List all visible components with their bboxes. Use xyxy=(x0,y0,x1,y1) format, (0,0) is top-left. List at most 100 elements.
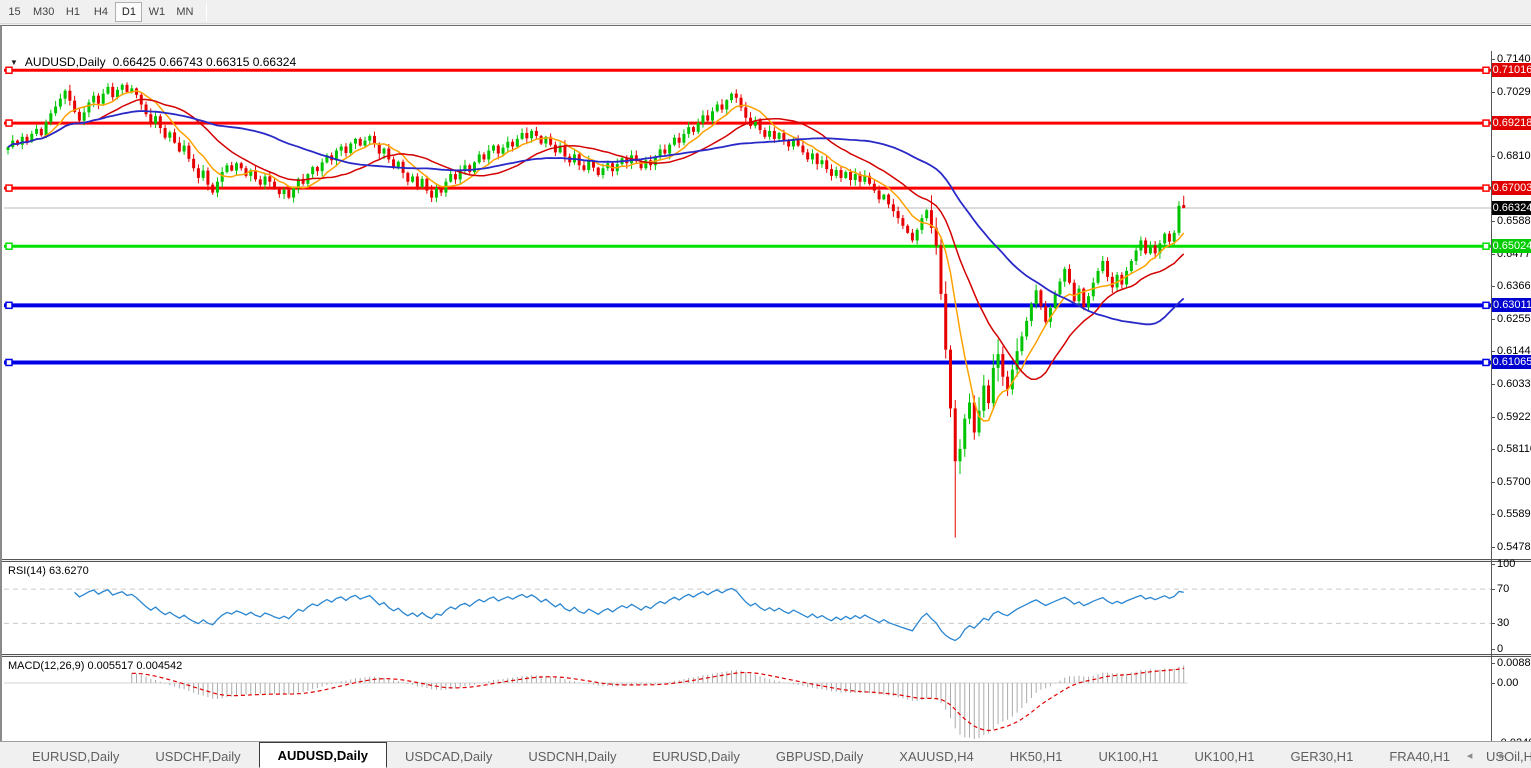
chart-tab-gbpusd-daily[interactable]: GBPUSD,Daily xyxy=(775,748,864,764)
candle-body xyxy=(558,145,562,153)
candle-body xyxy=(173,132,177,143)
candle-body xyxy=(777,132,781,139)
panel-splitter[interactable] xyxy=(2,654,1531,657)
candle-body xyxy=(915,229,919,241)
candle-body xyxy=(434,188,438,198)
candle-body xyxy=(211,184,215,193)
chart-window: ▼ AUDUSD,Daily 0.66425 0.66743 0.66315 0… xyxy=(0,25,1531,760)
candle-body xyxy=(1025,320,1029,337)
chart-title: ▼ AUDUSD,Daily 0.66425 0.66743 0.66315 0… xyxy=(10,55,296,69)
candle-body xyxy=(168,132,172,138)
price-chart-canvas[interactable] xyxy=(4,51,1491,559)
candle-body xyxy=(806,152,810,160)
candle-body xyxy=(492,145,496,151)
timeframe-button-m30[interactable]: M30 xyxy=(33,5,55,18)
candle-body xyxy=(220,172,224,182)
candle-body xyxy=(254,169,258,180)
candle-body xyxy=(35,128,39,134)
tab-scroll-arrows[interactable]: ◂ ▸ xyxy=(1466,750,1517,762)
candle-body xyxy=(677,137,681,143)
chart-tab-uk100-h1[interactable]: UK100,H1 xyxy=(1098,748,1159,764)
macd-indicator-canvas[interactable] xyxy=(4,657,1491,744)
candle-body xyxy=(587,161,591,170)
candle-body xyxy=(687,127,691,134)
chart-tab-uk100-h1[interactable]: UK100,H1 xyxy=(1194,748,1255,764)
candle-body xyxy=(82,112,86,121)
candle-body xyxy=(344,146,348,153)
ma-20-line xyxy=(7,98,1185,381)
timeframe-button-15[interactable]: 15 xyxy=(8,5,21,18)
candle-body xyxy=(49,113,53,123)
candle-body xyxy=(87,102,91,113)
level-handle xyxy=(5,184,13,192)
candle-body xyxy=(787,140,791,147)
price-axis-tick xyxy=(1491,221,1495,223)
candle-body xyxy=(663,149,667,154)
price-axis-tick xyxy=(1491,351,1495,353)
chart-tab-ger30-h1[interactable]: GER30,H1 xyxy=(1290,748,1354,764)
rsi-indicator-canvas[interactable] xyxy=(4,562,1491,654)
candle-body xyxy=(463,165,467,170)
timeframe-button-w1[interactable]: W1 xyxy=(148,5,166,18)
candle-body xyxy=(906,225,910,233)
chart-tab-eurusd-daily[interactable]: EURUSD,Daily xyxy=(32,748,120,764)
rsi-axis-tick xyxy=(1491,623,1495,625)
chart-tab-fra40-h1[interactable]: FRA40,H1 xyxy=(1389,748,1451,764)
panel-splitter[interactable] xyxy=(2,559,1531,562)
level-handle xyxy=(5,119,13,127)
timeframe-button-mn[interactable]: MN xyxy=(176,5,194,18)
chart-tab-xauusd-h4[interactable]: XAUUSD,H4 xyxy=(899,748,974,764)
timeframe-button-h4[interactable]: H4 xyxy=(93,5,108,18)
chart-tab-usoil-h1[interactable]: USOil,H1 xyxy=(1486,748,1531,764)
candle-body xyxy=(1182,205,1186,209)
collapse-arrow-icon[interactable]: ▼ xyxy=(10,57,18,67)
chart-tab-eurusd-daily[interactable]: EURUSD,Daily xyxy=(652,748,740,764)
candle-body xyxy=(282,189,286,195)
candle-body xyxy=(225,165,229,173)
candle-body xyxy=(753,120,757,126)
candle-body xyxy=(730,93,734,101)
level-handle xyxy=(5,301,13,310)
candle-body xyxy=(953,408,957,462)
macd-axis-tick xyxy=(1491,663,1495,664)
candle-body xyxy=(1015,351,1019,370)
candle-body xyxy=(901,218,905,226)
candle-body xyxy=(415,176,419,187)
candle-body xyxy=(101,93,105,104)
candle-body xyxy=(144,104,148,115)
chart-tab-hk50-h1[interactable]: HK50,H1 xyxy=(1009,748,1063,764)
chart-tab-usdcnh-daily[interactable]: USDCNH,Daily xyxy=(528,748,617,764)
timeframe-button-h1[interactable]: H1 xyxy=(65,5,80,18)
chart-tab-audusd-daily[interactable]: AUDUSD,Daily xyxy=(258,742,387,768)
candle-body xyxy=(1053,294,1057,308)
rsi-line xyxy=(74,587,1184,642)
candle-body xyxy=(1072,282,1076,302)
candle-body xyxy=(634,155,638,162)
candle-body xyxy=(672,137,676,145)
candle-body xyxy=(163,128,167,138)
candle-body xyxy=(1144,240,1148,254)
candle-body xyxy=(315,167,319,172)
candle-body xyxy=(182,145,186,152)
timeframe-toolbar: 15 M30 H1 H4 D1 W1 MN xyxy=(0,0,1531,24)
chart-tab-usdchf-daily[interactable]: USDCHF,Daily xyxy=(155,748,241,764)
candle-body xyxy=(234,163,238,171)
candle-body xyxy=(1006,376,1010,390)
candle-body xyxy=(244,168,248,176)
candle-body xyxy=(368,135,372,141)
candle-body xyxy=(858,174,862,182)
rsi-axis-tick xyxy=(1491,563,1495,565)
candle-body xyxy=(801,145,805,153)
candle-body xyxy=(658,149,662,157)
candle-body xyxy=(1067,268,1071,283)
timeframe-button-d1[interactable]: D1 xyxy=(115,1,143,22)
chart-tab-usdcad-daily[interactable]: USDCAD,Daily xyxy=(404,748,493,764)
candle-body xyxy=(1129,261,1133,271)
candle-body xyxy=(1044,306,1048,322)
